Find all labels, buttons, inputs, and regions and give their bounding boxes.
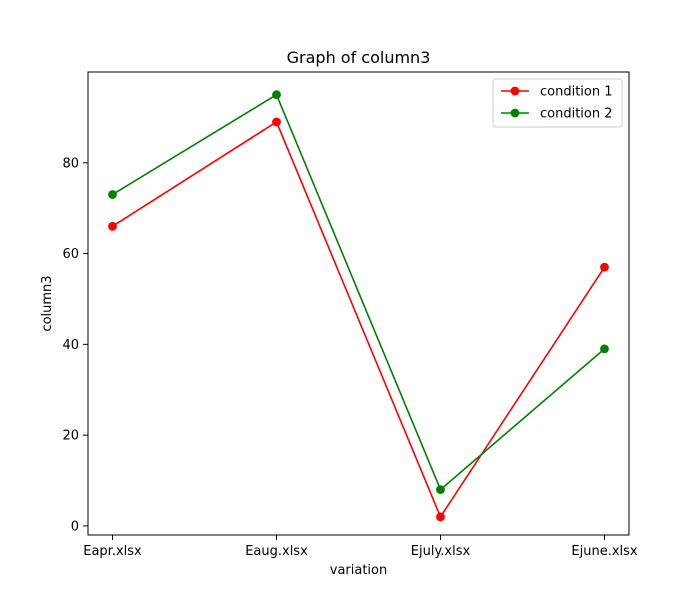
y-tick-label: 60 <box>62 247 79 262</box>
data-point-series-2 <box>600 344 609 354</box>
chart-title: Graph of column3 <box>287 48 431 67</box>
data-point-series-2 <box>436 485 445 495</box>
y-tick-label: 40 <box>62 338 79 353</box>
series-line-2 <box>112 93 606 491</box>
y-axis-label: column3 <box>40 275 55 331</box>
x-tick-label: Eapr.xlsx <box>83 544 142 559</box>
y-tick-label: 80 <box>62 156 79 171</box>
data-point-series-1 <box>272 117 281 127</box>
legend-marker <box>510 86 520 96</box>
axes-frame <box>87 71 630 536</box>
legend-marker <box>510 108 520 118</box>
legend: condition 1 condition 2 <box>492 78 623 128</box>
data-point-series-1 <box>600 262 609 272</box>
data-point-series-2 <box>272 90 281 100</box>
y-tick-label: 0 <box>71 519 79 534</box>
x-tick-label: Ejuly.xlsx <box>411 544 471 559</box>
y-tick-label: 20 <box>62 429 79 444</box>
legend-label: condition 2 <box>540 107 613 122</box>
data-point-series-1 <box>436 512 445 522</box>
data-point-series-2 <box>108 190 117 199</box>
x-axis-label: variation <box>330 563 387 578</box>
plot-area <box>108 90 609 522</box>
x-tick-label: Eaug.xlsx <box>245 544 308 559</box>
series-line-1 <box>112 121 606 518</box>
data-point-series-1 <box>108 221 117 231</box>
legend-label: condition 1 <box>540 85 613 100</box>
x-tick-label: Ejune.xlsx <box>571 544 638 559</box>
